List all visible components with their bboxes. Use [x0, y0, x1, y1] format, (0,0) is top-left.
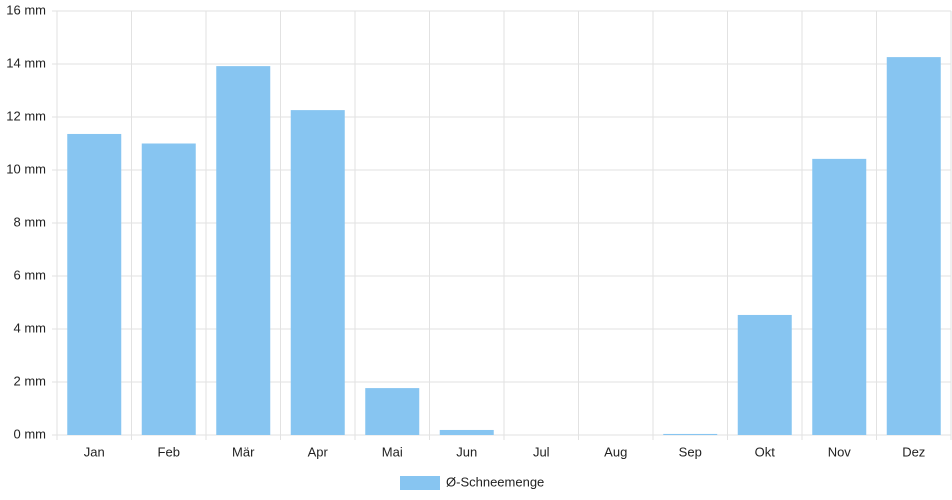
bar [141, 143, 196, 435]
x-tick-label: Jul [533, 444, 550, 459]
x-tick-label: Jan [84, 444, 105, 459]
bar [439, 429, 494, 435]
x-tick-label: Jun [456, 444, 477, 459]
bar [290, 110, 345, 436]
bar [663, 433, 718, 435]
y-tick-label: 12 mm [6, 108, 46, 123]
y-tick-label: 6 mm [14, 267, 47, 282]
y-tick-label: 0 mm [14, 426, 47, 441]
x-tick-label: Apr [308, 444, 329, 459]
x-tick-label: Nov [828, 444, 852, 459]
legend-label: Ø-Schneemenge [446, 474, 544, 489]
x-tick-label: Sep [679, 444, 702, 459]
x-tick-label: Okt [755, 444, 776, 459]
x-tick-label: Mär [232, 444, 255, 459]
legend-swatch [400, 476, 440, 490]
bar [67, 133, 122, 435]
y-tick-label: 10 mm [6, 161, 46, 176]
y-tick-label: 8 mm [14, 214, 47, 229]
x-tick-label: Feb [158, 444, 180, 459]
x-tick-label: Aug [604, 444, 627, 459]
y-tick-label: 4 mm [14, 320, 47, 335]
y-tick-label: 14 mm [6, 55, 46, 70]
x-tick-label: Mai [382, 444, 403, 459]
x-tick-label: Dez [902, 444, 925, 459]
bar [216, 66, 271, 436]
y-tick-label: 16 mm [6, 2, 46, 17]
bar [812, 158, 867, 435]
bar [365, 388, 420, 435]
y-tick-label: 2 mm [14, 373, 47, 388]
bar [886, 57, 941, 436]
bar [737, 314, 792, 435]
